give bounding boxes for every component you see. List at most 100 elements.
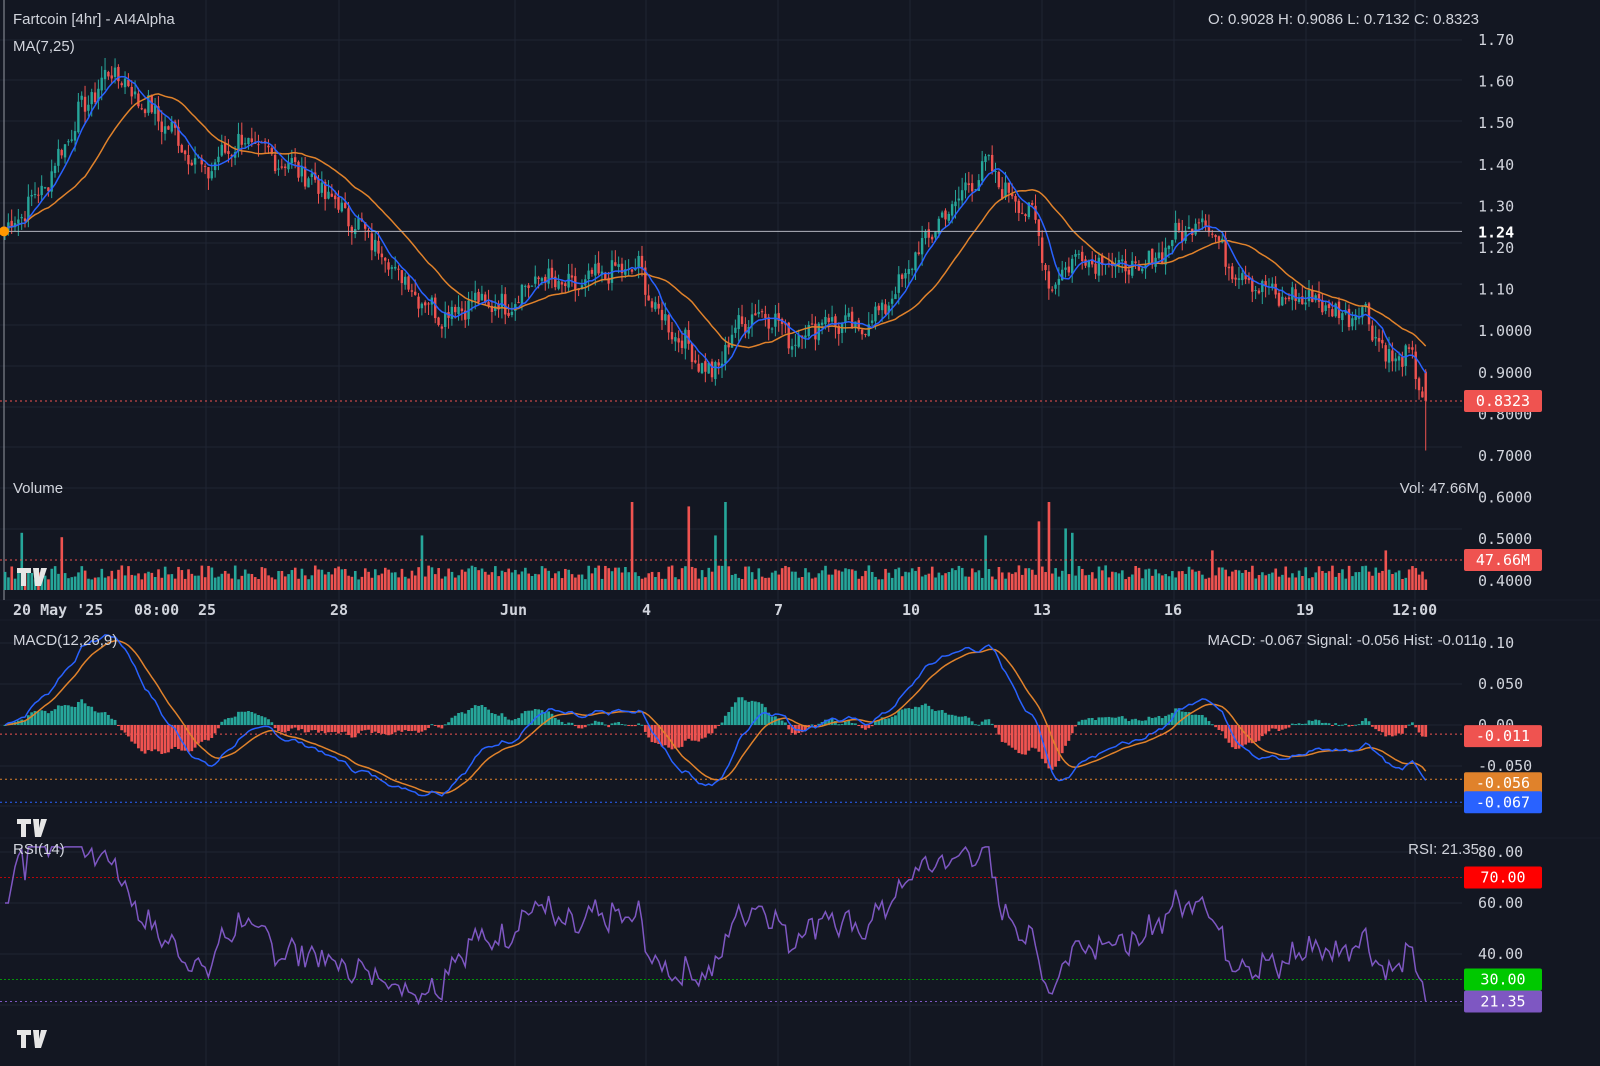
- candle-body: [604, 273, 607, 280]
- macd-hist-bar: [994, 725, 997, 728]
- time-tick-label: 16: [1164, 601, 1182, 619]
- macd-hist-bar: [160, 725, 164, 754]
- macd-hist-bar: [620, 724, 624, 726]
- volume-bar: [110, 570, 114, 590]
- macd-hist-bar: [623, 724, 627, 726]
- macd-hist-bar: [173, 725, 177, 747]
- candle-body: [464, 310, 467, 320]
- macd-hist-bar: [837, 724, 841, 726]
- macd-hist-bar: [1207, 721, 1211, 725]
- volume-bar: [1014, 572, 1017, 590]
- candle-body: [850, 311, 854, 328]
- candle-body: [53, 165, 57, 174]
- macd-hist-bar: [377, 725, 380, 734]
- volume-bar: [940, 575, 944, 590]
- macd-hist-bar: [453, 715, 457, 725]
- volume-bar: [624, 566, 627, 590]
- volume-bar: [1334, 576, 1338, 590]
- candle-body: [720, 363, 724, 368]
- candle-body: [107, 71, 110, 77]
- macd-hist-bar: [590, 723, 594, 725]
- macd-hist-bar: [954, 715, 957, 725]
- macd-hist-bar: [710, 725, 714, 734]
- macd-hist-bar: [970, 721, 974, 725]
- macd-hist-bar: [257, 715, 260, 725]
- macd-hist-bar: [1417, 725, 1421, 733]
- candle-body: [637, 255, 640, 268]
- volume-bar: [207, 565, 210, 590]
- macd-hist-bar: [1407, 724, 1411, 726]
- rsi-tick-label: 80.00: [1478, 843, 1523, 861]
- macd-hist-bar: [854, 723, 857, 725]
- volume-bar: [247, 573, 250, 590]
- candle-body: [910, 268, 914, 270]
- macd-hist-bar: [143, 725, 147, 754]
- volume-bar: [130, 574, 134, 590]
- tradingview-logo-icon: [17, 1030, 47, 1048]
- volume-bar: [1221, 567, 1224, 590]
- candle-body: [997, 171, 1001, 188]
- volume-bar: [1284, 566, 1288, 590]
- volume-bar: [877, 579, 881, 590]
- candle-body: [804, 335, 807, 338]
- volume-bar: [697, 578, 701, 590]
- candle-body: [477, 291, 480, 303]
- macd-hist-bar: [677, 725, 681, 748]
- volume-bar: [457, 575, 460, 590]
- macd-hist-bar: [1400, 725, 1404, 734]
- volume-bar: [640, 578, 644, 590]
- candle-body: [424, 302, 427, 306]
- macd-hist-bar: [897, 710, 901, 725]
- candle-body: [277, 168, 280, 170]
- macd-hist-bar: [1130, 719, 1134, 725]
- macd-tick-label: 0.050: [1478, 675, 1523, 693]
- macd-hist-bar: [920, 705, 924, 725]
- macd-hist-bar: [1204, 717, 1207, 725]
- candle-body: [1231, 266, 1234, 280]
- volume-bar: [1034, 574, 1037, 590]
- candle-body: [347, 208, 350, 227]
- macd-hist-bar: [56, 705, 60, 725]
- macd-hist-bar: [877, 719, 881, 725]
- volume-bar: [1397, 570, 1401, 590]
- macd-hist-bar: [510, 720, 514, 725]
- candle-body: [253, 143, 257, 145]
- volume-bar: [100, 568, 104, 590]
- volume-bar: [910, 568, 914, 590]
- candle-body: [90, 92, 93, 105]
- macd-hist-bar: [924, 703, 927, 725]
- volume-bar: [1387, 569, 1391, 590]
- macd-hist-bar: [153, 725, 157, 750]
- candle-body: [660, 309, 664, 321]
- time-tick-label: 25: [198, 601, 216, 619]
- volume-bar: [123, 575, 127, 590]
- macd-hist-bar: [1354, 724, 1358, 726]
- volume-bar: [180, 570, 184, 590]
- macd-hist-bar: [690, 725, 694, 741]
- macd-hist-bar: [1214, 725, 1218, 728]
- macd-hist-bar: [800, 725, 804, 733]
- volume-bar: [70, 577, 74, 590]
- macd-hist-bar: [804, 725, 807, 731]
- volume-bar: [570, 574, 574, 590]
- candle-body: [1374, 336, 1377, 339]
- volume-bar: [327, 571, 330, 590]
- candle-body: [370, 233, 374, 251]
- volume-bar: [737, 577, 741, 590]
- candle-body: [207, 167, 210, 179]
- volume-bar: [647, 573, 651, 590]
- candle-body: [1044, 264, 1047, 271]
- volume-bar: [1164, 573, 1167, 590]
- macd-hist-bar: [910, 708, 914, 725]
- candle-body: [310, 173, 314, 177]
- volume-bar: [1121, 570, 1124, 590]
- volume-bar: [860, 576, 864, 590]
- ma25-line: [4, 93, 1427, 349]
- volume-bar: [1374, 567, 1378, 590]
- macd-value-tag-bg: [1464, 791, 1542, 814]
- volume-bar: [27, 572, 30, 590]
- candle-body: [1331, 309, 1334, 317]
- candle-body: [157, 106, 160, 122]
